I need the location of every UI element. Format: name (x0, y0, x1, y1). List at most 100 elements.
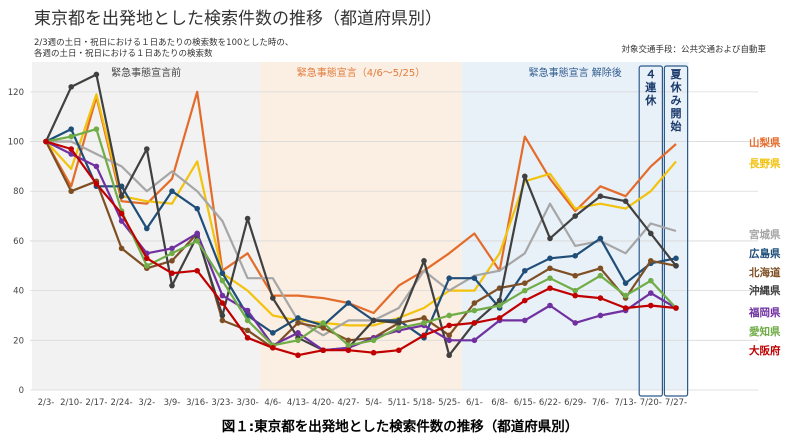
series-8-point-24 (648, 277, 654, 284)
series-line-2 (45, 93, 677, 327)
series-8-point-1 (68, 133, 74, 140)
period-label-1: 緊急事態宣言前 (111, 66, 181, 79)
series-9-point-8 (244, 335, 251, 341)
series-5-point-1 (68, 188, 74, 195)
series-9-point-5 (169, 270, 175, 277)
series-6-point-4 (144, 146, 150, 152)
series-9-point-25 (673, 305, 679, 311)
series-5-point-12 (345, 337, 352, 344)
series-4-point-1 (68, 126, 74, 132)
series-4-point-21 (572, 253, 578, 259)
series-5-point-19 (522, 280, 528, 286)
series-6-point-15 (421, 258, 427, 264)
legend-label-4: 広島県 (749, 247, 781, 260)
series-5-point-20 (547, 265, 553, 272)
series-5-point-5 (169, 258, 175, 264)
x-tick-label-15: 5/18- (413, 398, 435, 408)
series-6-point-16 (446, 352, 453, 359)
series-6-point-21 (572, 213, 578, 219)
series-9-point-24 (648, 302, 654, 309)
series-6-point-9 (270, 295, 276, 301)
series-8-point-14 (396, 325, 402, 331)
series-9-point-21 (572, 292, 578, 299)
series-line-3 (46, 140, 677, 337)
series-4-point-16 (446, 275, 453, 281)
x-tick-label-12: 4/27- (337, 398, 359, 408)
x-tick-label-21: 6/29- (564, 398, 586, 408)
x-tick-label-19: 6/15- (514, 398, 536, 408)
series-9-point-1 (68, 146, 74, 152)
x-tick-label-7: 3/23- (211, 398, 233, 408)
series-5-point-24 (648, 258, 654, 264)
series-8-point-13 (370, 337, 377, 344)
series-line-6 (45, 73, 677, 357)
series-9-point-6 (194, 267, 200, 274)
figure-caption: 図１:東京都を出発地とした検索件数の推移（都道府県別） (222, 418, 578, 435)
series-8-point-21 (572, 287, 578, 294)
series-4-point-25 (673, 255, 679, 262)
x-tick-label-22: 7/6- (592, 398, 609, 408)
series-8-point-5 (169, 250, 175, 257)
series-4-point-7 (219, 270, 226, 277)
series-6-point-18 (496, 297, 503, 304)
legend-label-6: 沖縄県 (749, 284, 781, 297)
series-6-point-25 (673, 262, 679, 269)
x-tick-label-11: 4/20- (312, 398, 334, 408)
series-8-point-20 (547, 275, 553, 281)
x-tick-label-25: 7/27- (665, 398, 687, 408)
series-7-point-10 (295, 330, 301, 336)
y-tick-label-20: 20 (13, 336, 24, 346)
series-6-point-3 (118, 193, 125, 199)
series-8-point-4 (144, 262, 150, 269)
series-6-point-23 (622, 198, 629, 204)
y-tick-label-100: 100 (8, 138, 24, 148)
series-8-point-22 (597, 272, 604, 279)
series-4-point-6 (194, 205, 200, 212)
x-tick-label-20: 6/22- (539, 398, 561, 408)
series-7-point-6 (194, 230, 200, 237)
series-5-point-10 (295, 320, 301, 326)
series-6-point-19 (522, 173, 528, 180)
legend-label-7: 福岡県 (748, 306, 781, 319)
x-tick-label-8: 3/30- (237, 398, 259, 408)
series-8-point-15 (421, 320, 427, 326)
series-6-point-13 (370, 317, 377, 324)
series-6-point-24 (648, 230, 654, 237)
series-9-point-17 (471, 320, 478, 326)
series-9-point-0 (43, 138, 49, 145)
series-7-point-21 (572, 320, 578, 326)
series-8-point-18 (496, 302, 503, 309)
series-7-point-3 (118, 218, 125, 224)
series-9-point-7 (219, 300, 226, 306)
series-9-point-13 (370, 349, 377, 356)
x-tick-label-14: 5/11- (388, 398, 410, 408)
series-9-point-12 (345, 347, 352, 354)
y-tick-label-80: 80 (13, 187, 24, 197)
series-5-point-8 (244, 327, 251, 334)
series-6-point-2 (93, 71, 100, 78)
series-4-point-19 (522, 267, 528, 274)
x-tick-label-6: 3/16- (186, 398, 208, 408)
legend-label-3: 宮城県 (749, 228, 781, 241)
x-tick-label-9: 4/6- (264, 398, 281, 408)
series-5-point-21 (572, 272, 578, 279)
series-8-point-11 (320, 320, 327, 326)
series-7-point-19 (522, 317, 528, 324)
series-4-point-9 (270, 330, 276, 336)
x-tick-label-16: 5/25- (438, 398, 460, 408)
y-tick-label-60: 60 (13, 237, 24, 247)
y-tick-label-0: 0 (19, 386, 24, 396)
series-5-point-3 (118, 245, 125, 252)
series-8-point-2 (93, 126, 100, 132)
series-6-point-7 (219, 312, 226, 319)
x-tick-label-3: 2/24- (111, 398, 133, 408)
series-9-point-10 (295, 352, 301, 359)
series-4-point-20 (547, 255, 553, 262)
series-7-point-2 (93, 163, 100, 170)
series-9-point-22 (597, 295, 604, 301)
series-5-point-16 (446, 332, 453, 339)
legend-label-8: 愛知県 (749, 325, 781, 338)
series-8-point-17 (471, 307, 478, 314)
series-line-5 (45, 141, 677, 349)
